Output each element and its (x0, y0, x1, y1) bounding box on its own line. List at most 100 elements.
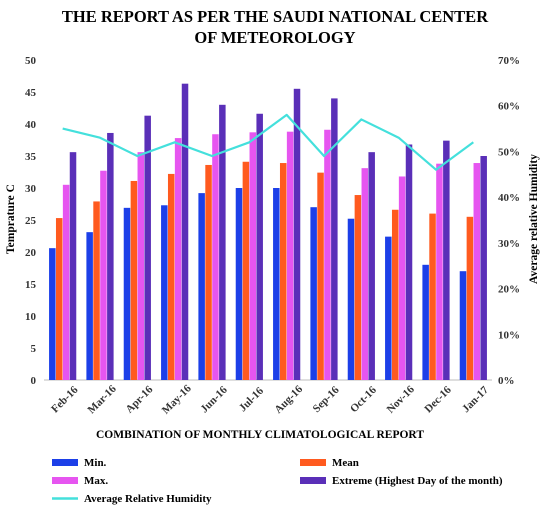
bar-extreme-highest-day-of-the-month (219, 104, 226, 381)
bar-max (137, 152, 145, 380)
bar-max (174, 138, 182, 380)
x-tick-label: Jun-16 (198, 384, 230, 416)
bar-extreme-highest-day-of-the-month (293, 88, 301, 381)
x-tick-label: Mar-16 (85, 383, 119, 417)
humidity-line-layer (62, 113, 474, 171)
bar-mean (391, 209, 399, 380)
bar-mean (354, 195, 362, 380)
y-tick-label: 30 (25, 183, 37, 195)
y-tick-label: 20 (25, 247, 37, 259)
legend-label: Mean (332, 457, 359, 469)
bar-extreme-highest-day-of-the-month (405, 144, 413, 380)
bar-max (361, 168, 369, 380)
bar-max (324, 129, 331, 380)
series-min-bars (49, 188, 467, 380)
legend-label: Extreme (Highest Day of the month) (332, 475, 503, 487)
y-tick-label: 5 (31, 343, 37, 355)
y2-axis-title: Average relative Humidity (528, 154, 540, 284)
x-tick-label: Jan-17 (460, 384, 491, 415)
bar-min (161, 205, 168, 380)
series-mean-bars (55, 161, 474, 380)
bar-mean (242, 161, 250, 380)
y-tick-label: 0 (31, 375, 37, 387)
bar-min (123, 207, 131, 380)
legend-label: Average Relative Humidity (84, 493, 212, 505)
legend-item-max: Max. (52, 475, 108, 487)
bar-min (198, 193, 205, 380)
bar-extreme-highest-day-of-the-month (181, 83, 189, 381)
y-tick-label: 15 (25, 279, 37, 291)
y-axis-title: Temprature C (5, 184, 17, 254)
y2-tick-label: 30% (498, 238, 520, 250)
y-tick-label: 35 (25, 151, 37, 163)
bar-min (86, 232, 93, 380)
bar-min (310, 207, 317, 380)
y-tick-label: 50 (25, 55, 37, 67)
bar-extreme-highest-day-of-the-month (256, 113, 263, 380)
legend-label: Max. (84, 475, 108, 487)
legend-swatch (300, 459, 326, 466)
bar-mean (466, 216, 474, 380)
legend-item-average-relative-humidity: Average Relative Humidity (52, 493, 212, 505)
bar-max (398, 176, 406, 380)
legend-item-mean: Mean (300, 457, 359, 469)
bars-layer (49, 83, 487, 381)
bar-extreme-highest-day-of-the-month (443, 140, 450, 380)
bar-max (473, 163, 481, 380)
legend-label: Min. (84, 457, 107, 469)
bar-max (62, 184, 70, 380)
legend-swatch (52, 459, 78, 466)
bar-mean (167, 173, 175, 380)
x-tick-label: Jul-16 (237, 385, 267, 415)
bar-max (436, 163, 443, 380)
x-tick-label: Dec-16 (422, 384, 454, 416)
bar-mean (130, 180, 138, 380)
bar-extreme-highest-day-of-the-month (144, 115, 151, 381)
y-tick-label: 25 (25, 215, 37, 227)
bar-max (212, 134, 219, 380)
legend: Min. Mean Max. Extreme (Highest Day of the … (52, 457, 503, 505)
bar-min (422, 264, 429, 380)
bar-extreme-highest-day-of-the-month (368, 152, 375, 380)
x-tick-label: Aug-16 (272, 383, 305, 416)
humidity-line (62, 113, 474, 171)
bar-extreme-highest-day-of-the-month (69, 152, 77, 380)
x-tick-label: Nov-16 (385, 383, 418, 416)
series-extreme-highest-day-of-the-month-bars (69, 83, 487, 381)
bar-mean (93, 201, 100, 380)
bar-min (273, 188, 280, 380)
chart-title-line-1: THE REPORT AS PER THE SAUDI NATIONAL CEN… (61, 7, 489, 26)
bar-max (100, 170, 107, 380)
bar-min (385, 236, 392, 380)
bar-extreme-highest-day-of-the-month (107, 132, 114, 380)
y-tick-label: 45 (25, 87, 37, 99)
x-tick-label: Apr-16 (123, 383, 155, 415)
bar-mean (429, 213, 436, 380)
legend-item-min: Min. (52, 457, 107, 469)
y-tick-label: 40 (25, 119, 37, 131)
y2-tick-label: 0% (498, 375, 515, 387)
x-tick-label: May-16 (160, 382, 194, 416)
legend-item-extreme-highest-day-of-the-month: Extreme (Highest Day of the month) (300, 475, 503, 487)
bar-extreme-highest-day-of-the-month (480, 156, 487, 380)
y2-tick-label: 70% (498, 55, 520, 67)
bar-max (286, 131, 294, 380)
x-axis-title: COMBINATION OF MONTHLY CLIMATOLOGICAL RE… (96, 429, 424, 441)
y-tick-label: 10 (25, 311, 37, 323)
series-max-bars (62, 129, 481, 380)
bar-max (249, 132, 257, 380)
chart-title-line-2: OF METEOROLOGY (194, 28, 356, 47)
x-tick-label: Sep-16 (311, 384, 342, 415)
y2-tick-label: 50% (498, 146, 520, 158)
bar-min (459, 271, 467, 380)
x-tick-label: Feb-16 (49, 384, 81, 416)
bar-mean (317, 172, 324, 380)
y2-tick-label: 10% (498, 329, 520, 341)
bar-mean (279, 163, 287, 380)
bar-extreme-highest-day-of-the-month (331, 98, 338, 381)
y2-tick-label: 40% (498, 192, 520, 204)
chart-title: THE REPORT AS PER THE SAUDI NATIONAL CEN… (0, 6, 550, 48)
y2-tick-label: 60% (498, 101, 520, 113)
bar-min (235, 188, 243, 380)
